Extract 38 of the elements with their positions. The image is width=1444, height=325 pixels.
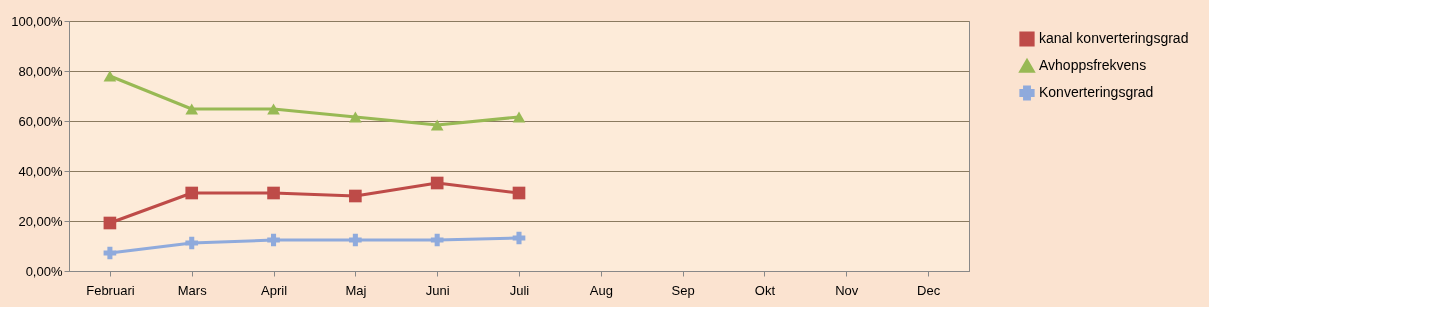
y-tick-label: 100,00%: [11, 13, 63, 29]
point: [185, 186, 199, 200]
legend-label: Avhoppsfrekvens: [1039, 57, 1147, 73]
point: [512, 186, 526, 200]
point: [430, 176, 444, 190]
point: [349, 189, 362, 203]
point: [103, 216, 117, 230]
legend-label: kanal konverteringsgrad: [1039, 30, 1189, 46]
y-tick-label: 80,00%: [18, 63, 63, 79]
x-tick-label: Sep: [671, 282, 695, 298]
point: [267, 233, 280, 247]
point: [267, 186, 280, 200]
point: [349, 111, 362, 123]
y-tick-label: 20,00%: [18, 213, 63, 229]
point: [512, 231, 526, 245]
y-tick-label: 0,00%: [25, 263, 63, 279]
x-tick-label: Okt: [754, 282, 776, 298]
y-tick-label: 40,00%: [18, 163, 63, 179]
x-tick-label: Aug: [589, 282, 613, 298]
point: [103, 246, 117, 260]
y-tick-label: 60,00%: [18, 113, 63, 129]
x-tick-label: Nov: [835, 282, 859, 298]
x-tick-label: Juli: [509, 282, 530, 298]
x-tick-label: Dec: [917, 282, 941, 298]
x-tick-label: Maj: [345, 282, 367, 298]
x-tick-label: April: [261, 282, 288, 298]
point: [185, 236, 199, 250]
x-tick-label: Februari: [86, 282, 135, 298]
point: [267, 103, 280, 115]
point: [512, 111, 526, 123]
x-tick-label: Juni: [425, 282, 450, 298]
point: [430, 233, 444, 247]
point: [349, 233, 362, 247]
point: [185, 103, 199, 115]
legend-label: Konverteringsgrad: [1039, 84, 1154, 100]
point: [103, 70, 117, 82]
point: [430, 119, 444, 131]
x-tick-label: Mars: [177, 282, 208, 298]
